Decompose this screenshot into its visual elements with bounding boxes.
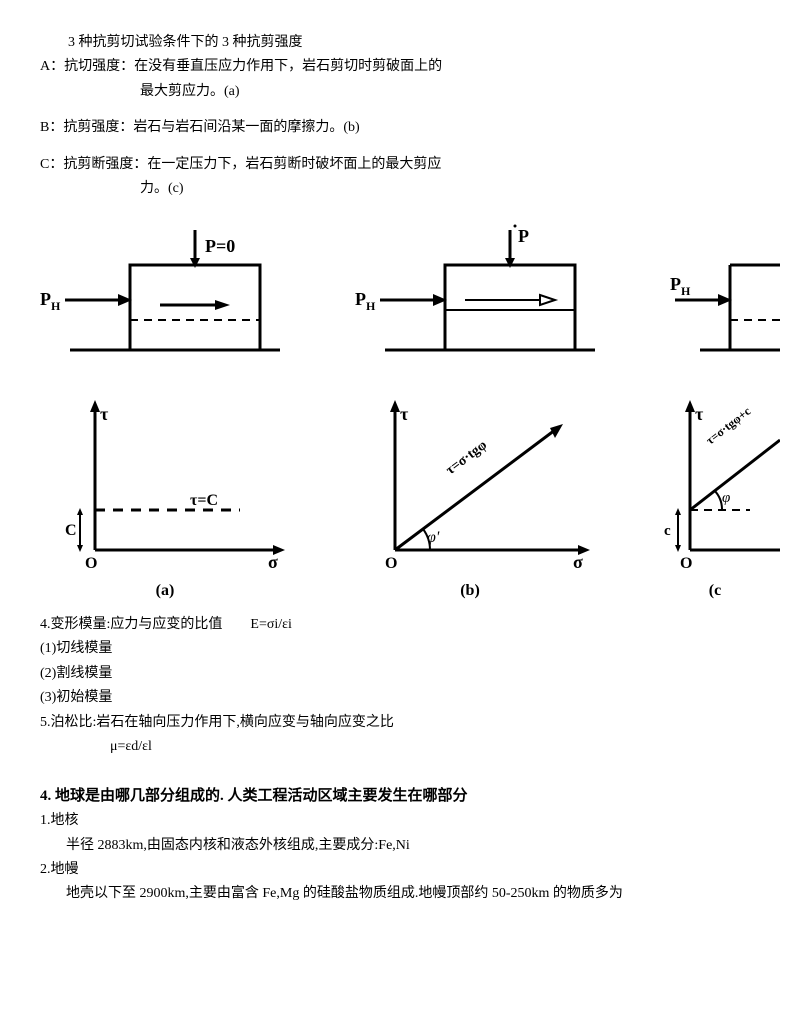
svg-text:PH: PH — [40, 289, 61, 313]
sec4-l5: 5.泊松比:岩石在轴向压力作用下,横向应变与轴向应变之比 — [40, 712, 780, 734]
label-PH-c: P — [670, 274, 681, 294]
label-tau-c: τ — [695, 404, 704, 424]
caption-c: (c — [709, 578, 721, 604]
graph-a: C τ σ O τ=C (a) — [40, 390, 290, 604]
bottom-diagram-row: C τ σ O τ=C (a) φ' τ=σ·tgφ τ σ O (b) — [40, 390, 780, 604]
label-line-a: τ=C — [190, 492, 218, 509]
earth-l1: 1.地核 — [40, 810, 780, 832]
label-line-c: τ=σ·tgφ+c — [703, 404, 754, 448]
heading-earth: 4. 地球是由哪几部分组成的. 人类工程活动区域主要发生在哪部分 — [40, 784, 780, 808]
svg-text:PH: PH — [670, 274, 691, 298]
sec4-l4: (3)初始模量 — [40, 687, 780, 709]
intro-line-B: B：抗剪强度：岩石与岩石间沿某一面的摩擦力。(b) — [40, 117, 780, 139]
earth-l2: 半径 2883km,由固态内核和液态外核组成,主要成分:Fe,Ni — [40, 835, 780, 857]
label-C-a: C — [65, 522, 77, 539]
label-O-a: O — [85, 555, 97, 570]
label-PHsub-b: H — [366, 299, 376, 313]
label-O-c: O — [680, 555, 692, 570]
intro-line-A1: A：抗切强度：在没有垂直压应力作用下，岩石剪切时剪破面上的 — [40, 56, 780, 78]
diagram-a-top: P=0 PH — [40, 220, 290, 370]
label-sigma-b: σ — [573, 552, 583, 570]
graph-c: c φ τ=σ·tgφ+c τ O (c — [650, 390, 780, 604]
label-PHsub-a: H — [51, 299, 61, 313]
label-sigma-a: σ — [268, 552, 278, 570]
label-phi-b: φ' — [427, 529, 440, 546]
label-PH-a: P — [40, 289, 51, 309]
graph-b: φ' τ=σ·tgφ τ σ O (b) — [345, 390, 595, 604]
intro-line-A2: 最大剪应力。(a) — [40, 81, 780, 103]
label-P-a: P=0 — [205, 236, 235, 256]
diagram-c-top: PH — [670, 220, 780, 370]
label-tau-b: τ — [400, 404, 409, 424]
sec4-l2: (1)切线模量 — [40, 638, 780, 660]
label-O-b: O — [385, 555, 397, 570]
intro-line-C2: 力。(c) — [40, 178, 780, 200]
earth-l4: 地壳以下至 2900km,主要由富含 Fe,Mg 的硅酸盐物质组成.地幔顶部约 … — [40, 883, 780, 905]
intro-line-1: 3 种抗剪切试验条件下的 3 种抗剪强度 — [40, 32, 780, 54]
caption-b: (b) — [460, 578, 480, 604]
top-diagram-row: P=0 PH P PH — [40, 220, 780, 370]
sec4-l3: (2)割线模量 — [40, 663, 780, 685]
caption-a: (a) — [156, 578, 175, 604]
label-PHsub-c: H — [681, 284, 691, 298]
earth-l3: 2.地幔 — [40, 859, 780, 881]
sec4-l6: μ=εd/εl — [110, 736, 780, 758]
label-tau-a: τ — [100, 404, 109, 424]
intro-line-C1: C：抗剪断强度：在一定压力下，岩石剪断时破坏面上的最大剪应 — [40, 154, 780, 176]
svg-text:PH: PH — [355, 289, 376, 313]
sec4-l1: 4.变形模量:应力与应变的比值 E=σi/εi — [40, 614, 780, 636]
label-P-b: P — [518, 226, 529, 246]
label-phi-c: φ — [722, 490, 730, 506]
label-line-b: τ=σ·tgφ — [443, 438, 490, 478]
label-c-c: c — [664, 523, 671, 539]
label-PH-b: P — [355, 289, 366, 309]
diagram-b-top: P PH — [355, 220, 605, 370]
